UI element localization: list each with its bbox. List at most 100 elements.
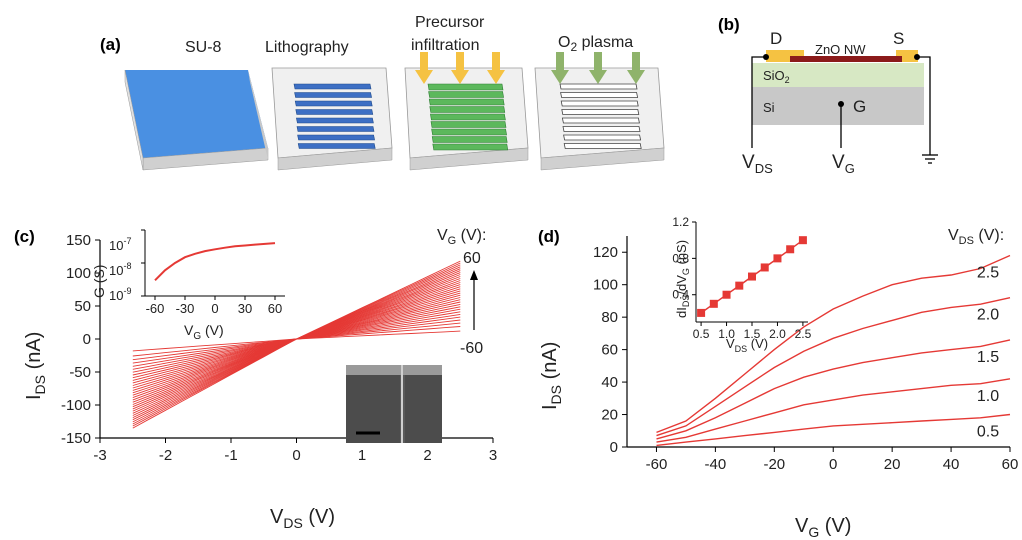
source-label: S — [893, 29, 904, 48]
d-series-line — [656, 413, 1011, 447]
d-series-label: 0.5 — [977, 424, 999, 441]
plasma-lines — [559, 83, 642, 149]
d-xtick-label: -40 — [705, 456, 727, 473]
c-ylabel: IDS (nA) — [23, 332, 48, 400]
c-ytick-label: -100 — [61, 397, 91, 414]
c-sweep-line — [132, 313, 461, 370]
d-xtick-label: -60 — [646, 456, 668, 473]
sem-inset — [346, 365, 442, 443]
d-inset-ytick-label: 0.8 — [672, 251, 689, 265]
c-xtick-label: 2 — [423, 447, 431, 464]
d-legend: 2.5 2.0 1.5 1.0 0.5 — [977, 264, 999, 440]
plasma-line — [563, 143, 642, 149]
plasma-arrowhead — [627, 70, 645, 84]
d-inset-xtick-label: 1.5 — [744, 327, 761, 341]
c-inset-ytick-mid: 10-8 — [109, 261, 131, 278]
infil-line — [431, 136, 508, 143]
infil-arrow-shaft — [492, 52, 500, 70]
c-vg-bottom: -60 — [460, 340, 483, 357]
d-xlabel: VG (V) — [795, 515, 851, 540]
litho-line — [294, 92, 372, 98]
infil-line — [429, 106, 506, 113]
c-vg-arrowhead — [470, 270, 478, 280]
infil-substrate-front — [409, 147, 529, 171]
c-xtick-label: -1 — [224, 447, 237, 464]
d-inset-xtick-label: 1.0 — [718, 327, 735, 341]
oxide-label: SiO2 — [763, 68, 790, 85]
d-inset-marker — [709, 299, 718, 308]
panel-b-label: (b) — [718, 15, 740, 34]
infiltration-label-1: Precursor — [415, 14, 485, 31]
c-inset-xtick-label: 0 — [211, 301, 218, 316]
d-inset-xtick-label: 2.0 — [769, 327, 786, 341]
infiltration-label-2: infiltration — [411, 37, 479, 54]
c-ytick-label: 50 — [74, 298, 91, 315]
d-inset-xtick-label: 2.5 — [795, 327, 812, 341]
d-series-line — [656, 297, 1011, 437]
d-ytick-label: 40 — [601, 374, 618, 391]
su8-side-face — [124, 69, 144, 171]
c-xtick-label: 3 — [489, 447, 497, 464]
plasma-line — [561, 109, 640, 115]
plasma-line — [560, 100, 639, 107]
plasma-arrow-shaft — [556, 52, 564, 70]
vds-terminal-label: VDS — [742, 152, 773, 176]
infil-line — [431, 128, 507, 136]
c-xtick-label: 0 — [292, 447, 300, 464]
d-series-label: 1.0 — [977, 388, 999, 405]
plasma-arrow-shaft — [594, 52, 602, 70]
sem-right-pad — [405, 375, 442, 443]
d-inset: 0.5 1.0 1.5 2.0 2.5 1.2 0.8 0.4 — [672, 215, 811, 341]
lithography-label: Lithography — [265, 39, 349, 56]
c-sweep-line — [132, 319, 461, 364]
c-inset-ytick-bottom: 10-9 — [109, 286, 131, 303]
c-ytick-label: -50 — [69, 364, 91, 381]
infil-line — [428, 91, 504, 98]
d-ytick-label: 100 — [593, 277, 618, 294]
plasma-label: O2 plasma — [558, 34, 633, 54]
plasma-line — [559, 83, 638, 90]
d-ytick-label: 20 — [601, 407, 618, 424]
d-ytick-label: 80 — [601, 309, 618, 326]
silicon-layer — [752, 87, 924, 125]
infil-line — [430, 113, 506, 121]
c-inset-xtick-label: -60 — [146, 301, 165, 316]
source-wire — [917, 56, 931, 155]
c-inset-xtick-label: -30 — [176, 301, 195, 316]
d-series-label: 2.5 — [977, 264, 999, 281]
infil-arrow-shaft — [420, 52, 428, 70]
d-inset-marker — [722, 290, 731, 299]
plasma-arrow-shaft — [632, 52, 640, 70]
c-vg-note: VG (V): — [437, 227, 486, 247]
d-inset-ytick-label: 0.4 — [672, 288, 689, 302]
d-inset-ylabel: dIDS/dVG (nS) — [674, 240, 691, 318]
drain-wire — [751, 56, 766, 148]
nanowire — [790, 56, 902, 62]
d-xtick-label: 0 — [829, 456, 837, 473]
c-inset-xtick-label: 30 — [238, 301, 252, 316]
d-xtick-label: -20 — [763, 456, 785, 473]
infiltration-arrows — [415, 52, 505, 84]
d-inset-marker — [760, 263, 769, 272]
d-inset-marker — [735, 281, 744, 290]
vg-terminal-label: VG — [832, 152, 855, 176]
panel-c-label: (c) — [14, 227, 35, 246]
nanowire-label: ZnO NW — [815, 42, 866, 57]
d-ylabel: IDS (nA) — [539, 342, 564, 410]
su8-right-face — [248, 70, 268, 160]
c-sweep-line — [132, 330, 461, 352]
d-ytick-label: 0 — [610, 439, 618, 456]
plasma-arrowhead — [589, 70, 607, 84]
c-xlabel: VDS (V) — [270, 506, 335, 531]
d-xtick-label: 20 — [884, 456, 901, 473]
d-series-label: 1.5 — [977, 349, 999, 366]
device-schematic: D S ZnO NW SiO2 Si G VDS VG — [742, 29, 938, 176]
litho-line — [297, 134, 375, 141]
d-inset-marker — [697, 308, 706, 317]
d-inset-marker — [773, 254, 782, 263]
d-inset-marker — [748, 272, 756, 281]
d-series-line — [656, 254, 1011, 434]
c-inset-xtick-label: 60 — [268, 301, 282, 316]
d-series-label: 2.0 — [977, 307, 999, 324]
c-inset-xlabel: VG (V) — [184, 322, 224, 342]
